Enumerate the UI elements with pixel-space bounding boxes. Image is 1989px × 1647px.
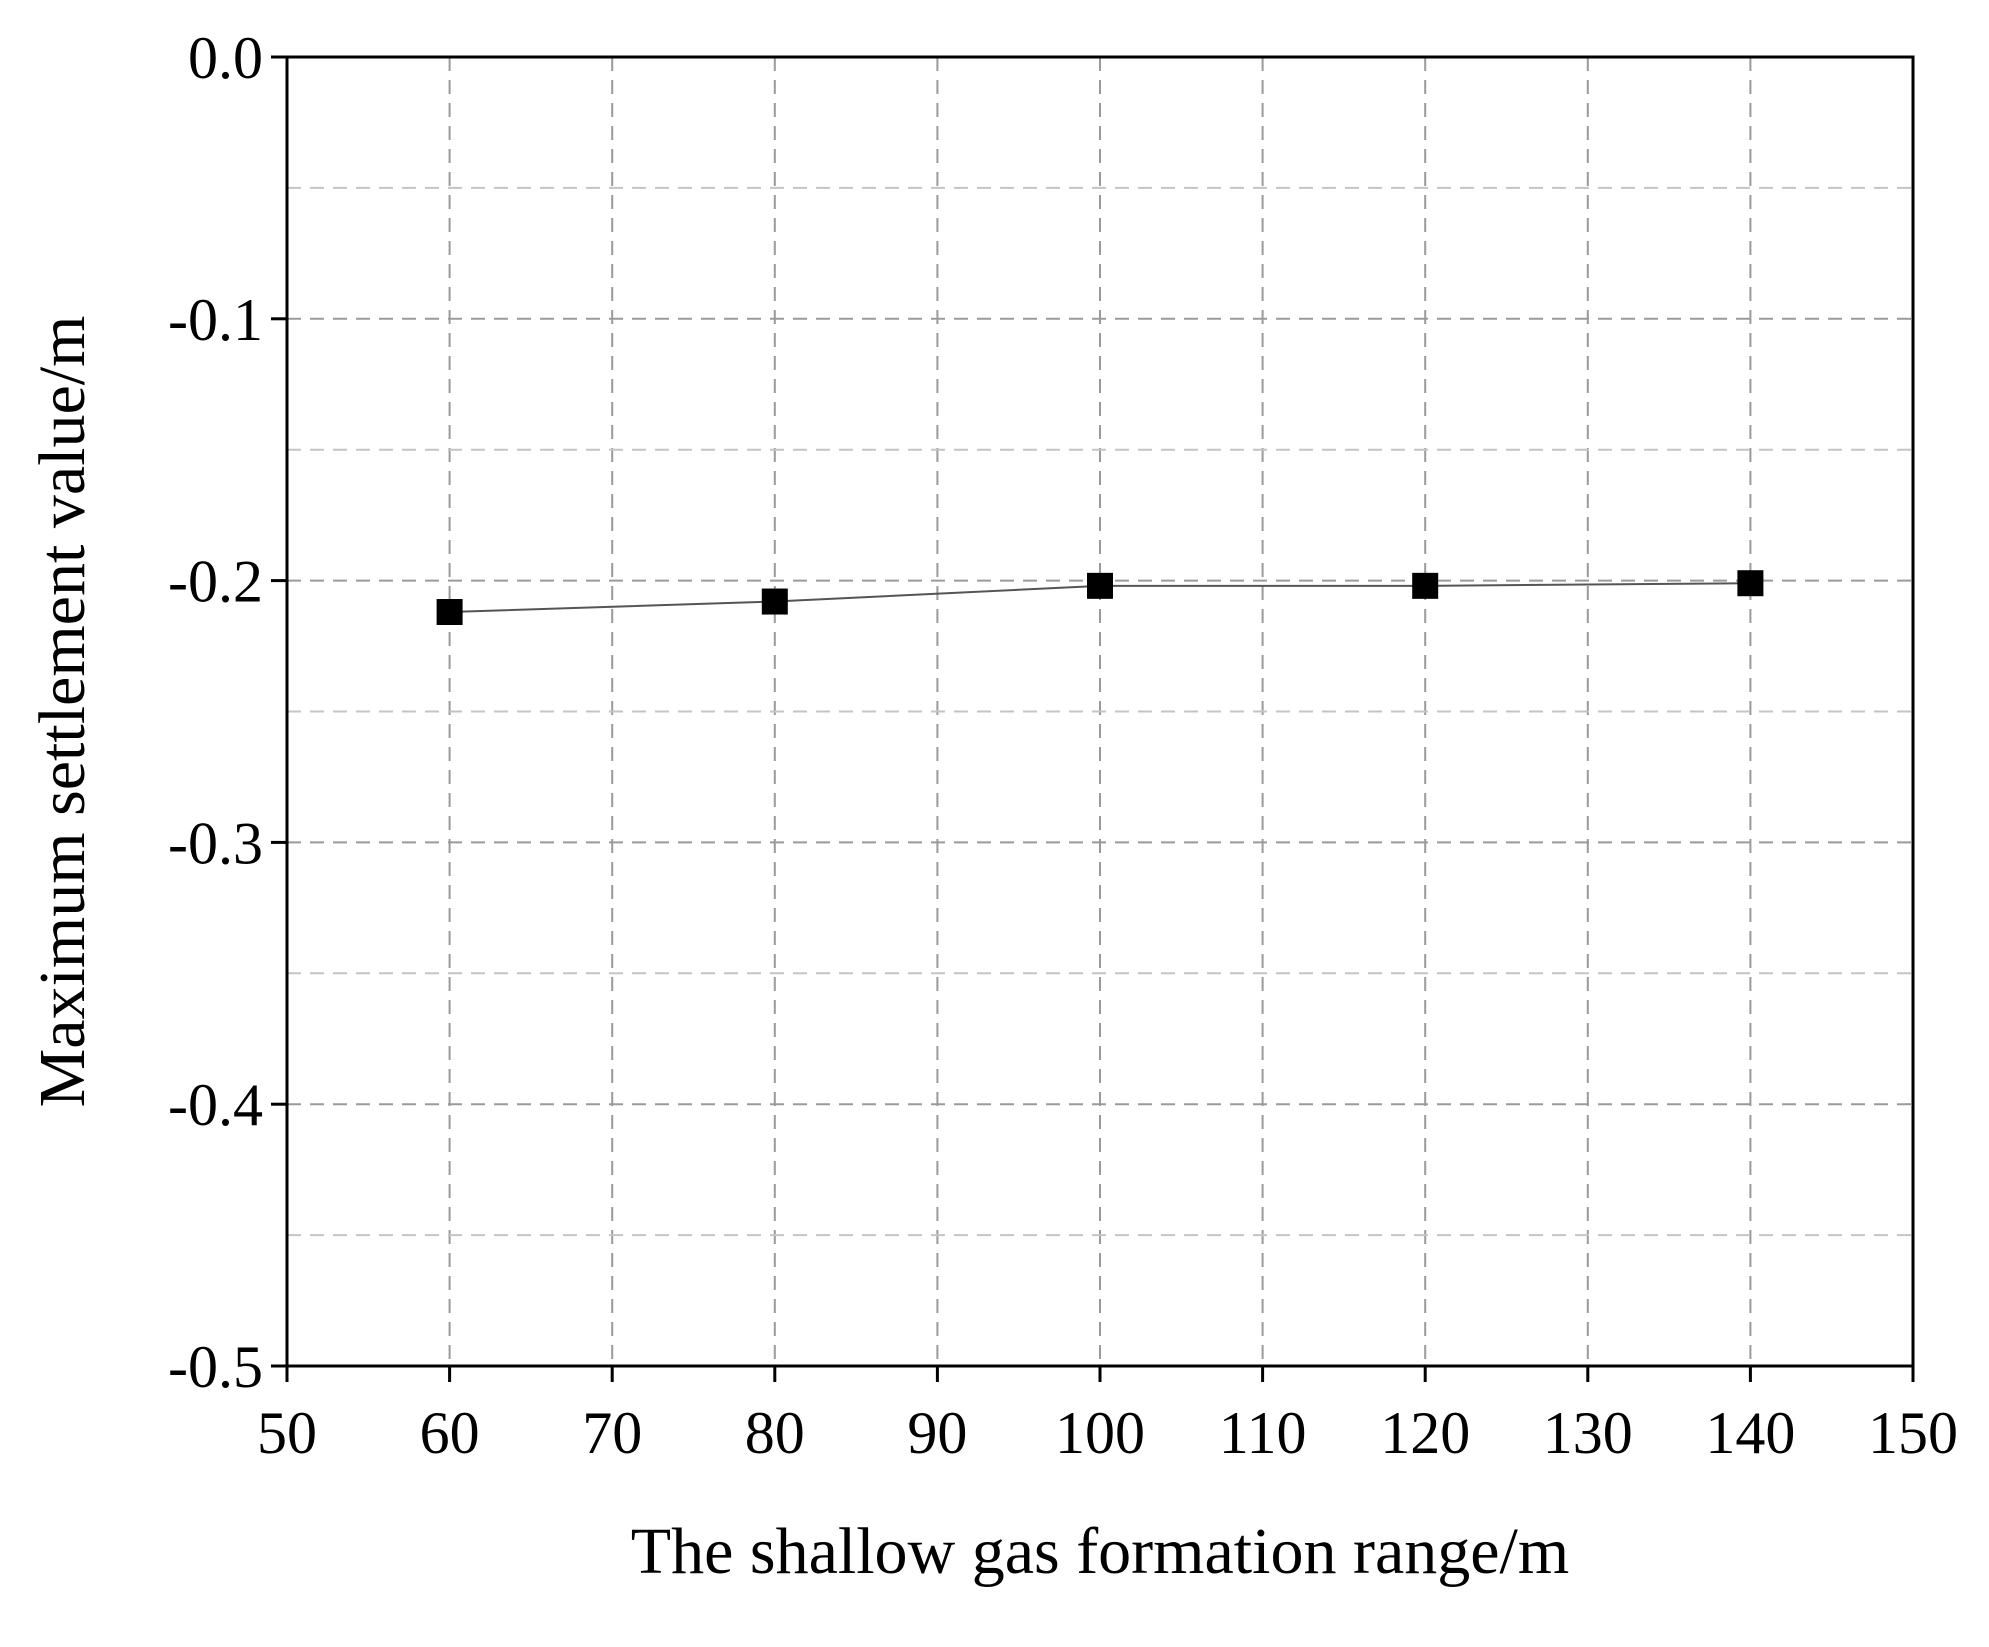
y-axis-title: Maximum settlement value/m (26, 316, 99, 1108)
x-tick-label: 80 (745, 1400, 805, 1466)
data-point-marker (761, 588, 788, 615)
y-tick-label: -0.5 (168, 1334, 263, 1400)
y-tick-label: 0.0 (188, 25, 263, 91)
y-tick-label: -0.1 (168, 287, 263, 353)
x-tick-label: 150 (1868, 1400, 1958, 1466)
data-series (436, 570, 1764, 626)
x-axis-title: The shallow gas formation range/m (631, 1515, 1569, 1588)
x-tick-label: 140 (1705, 1400, 1795, 1466)
x-tick-label: 50 (257, 1400, 317, 1466)
y-tick-label: -0.4 (168, 1072, 263, 1138)
x-tick-label: 90 (907, 1400, 967, 1466)
tick-labels: 50 60 70 80 90 100 110 120 130 140 150 0.0 -0.1 -0.2 -… (168, 25, 1958, 1466)
data-point-marker (1087, 572, 1113, 599)
x-tick-label: 130 (1543, 1400, 1633, 1466)
axes (271, 55, 1915, 1382)
data-point-marker (436, 599, 463, 626)
x-tick-label: 60 (420, 1400, 480, 1466)
x-tick-label: 70 (582, 1400, 642, 1466)
data-point-marker (1737, 570, 1764, 597)
y-tick-label: -0.3 (168, 810, 263, 876)
x-tick-label: 120 (1380, 1400, 1470, 1466)
grid-lines (287, 57, 1913, 1366)
y-tick-label: -0.2 (168, 549, 263, 615)
x-tick-label: 110 (1219, 1400, 1307, 1466)
x-tick-label: 100 (1055, 1400, 1145, 1466)
data-point-marker (1412, 572, 1439, 599)
